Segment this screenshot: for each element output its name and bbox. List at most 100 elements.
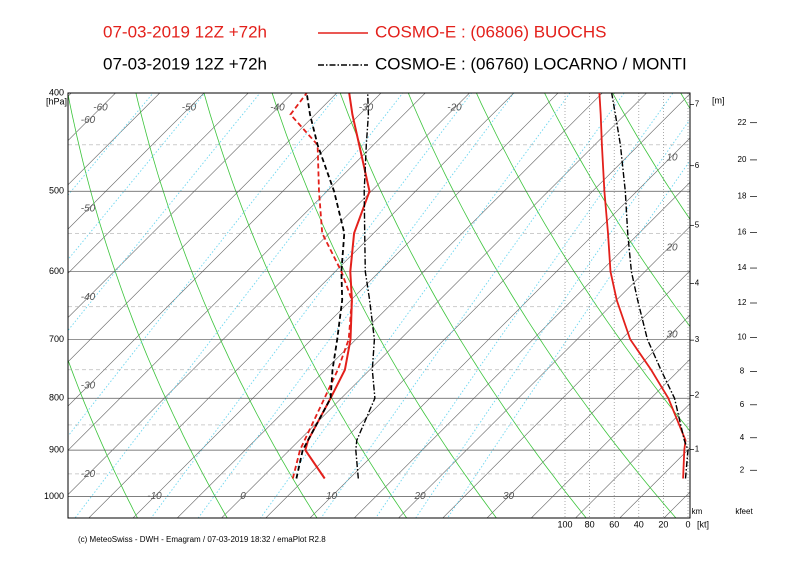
isotherm-label: -50 <box>81 204 96 215</box>
wind-speed-line <box>598 92 687 479</box>
isotherm-label: -40 <box>270 103 285 114</box>
km-label: km <box>692 507 703 516</box>
dry-adiabat <box>544 93 690 328</box>
mixing-ratio-line <box>74 93 404 518</box>
isotherm <box>68 93 470 495</box>
legend-label: COSMO-E : (06760) LOCARNO / MONTI <box>375 54 687 73</box>
isotherm <box>88 93 514 518</box>
isotherm <box>265 93 690 518</box>
mixing-ratio-line <box>260 93 571 518</box>
kfeet-tick-label: 8 <box>740 366 745 375</box>
isotherm <box>354 181 690 518</box>
km-tick-label: 2 <box>695 391 700 400</box>
mixing-ratio-line <box>150 93 473 518</box>
dry-adiabat <box>203 93 408 518</box>
isotherm-label: -30 <box>359 103 374 114</box>
kfeet-tick-label: 18 <box>738 192 747 201</box>
kfeet-tick-label: 22 <box>738 118 747 127</box>
kfeet-tick-label: 10 <box>738 333 747 342</box>
mixing-ratio-line <box>415 118 690 518</box>
mixing-ratio-line <box>375 93 674 518</box>
isotherm <box>531 358 690 518</box>
dry-adiabat <box>135 93 318 518</box>
wind-tick-label: 80 <box>585 519 595 529</box>
wind-unit: [kt] <box>697 519 709 529</box>
km-tick-label: 5 <box>695 220 700 229</box>
y-tick-label: 500 <box>49 186 64 196</box>
kfeet-tick-label: 2 <box>740 465 745 474</box>
footer: (c) MeteoSwiss - DWH - Emagram / 07-03-2… <box>78 535 326 544</box>
isotherm <box>68 93 382 407</box>
km-tick-label: 4 <box>695 279 700 288</box>
y-tick-label: 1000 <box>44 491 64 501</box>
isotherm-label: -60 <box>81 115 96 126</box>
isotherm-label: -20 <box>81 469 96 480</box>
kfeet-tick-label: 4 <box>740 433 745 442</box>
plot-frame <box>67 92 691 519</box>
kfeet-tick-label: 20 <box>738 155 747 164</box>
wind-tick-label: 0 <box>685 519 690 529</box>
km-tick-label: 3 <box>695 335 700 344</box>
dry-adiabat <box>271 93 497 518</box>
profiles <box>289 93 376 480</box>
isotherm-label: 10 <box>326 491 338 502</box>
y-tick-label: 900 <box>49 444 64 454</box>
dewpoint-line <box>289 93 353 479</box>
dry-adiabat <box>475 93 690 432</box>
wind-tick-label: 100 <box>557 519 572 529</box>
km-tick-label: 7 <box>695 100 700 109</box>
y-unit: [hPa] <box>46 96 67 106</box>
kfeet-tick-label: 14 <box>738 263 747 272</box>
mixing-ratio-line <box>446 159 690 518</box>
kfeet-label: kfeet <box>735 507 753 516</box>
dry-adiabat <box>68 358 138 518</box>
dry-adiabat <box>68 93 228 518</box>
isotherm <box>398 226 690 518</box>
isotherm-label: -30 <box>81 381 96 392</box>
y-tick-label: 400 <box>49 87 64 97</box>
km-tick-label: 1 <box>695 445 700 454</box>
wind-speed-line <box>611 92 689 479</box>
background-lines <box>68 93 690 518</box>
title-run: 07-03-2019 12Z +72h <box>103 22 267 41</box>
isotherm <box>68 93 249 274</box>
dry-adiabat <box>339 93 587 518</box>
kfeet-tick-label: 12 <box>738 298 747 307</box>
isotherm <box>221 93 647 518</box>
temperature-line <box>355 93 376 479</box>
isotherm <box>486 314 690 518</box>
isotherm <box>68 93 426 451</box>
isotherm-label: -50 <box>182 103 197 114</box>
isotherm-label: 0 <box>240 491 246 502</box>
title-run: 07-03-2019 12Z +72h <box>103 54 267 73</box>
isotherm <box>68 93 337 363</box>
legend-label: COSMO-E : (06806) BUOCHS <box>375 22 606 41</box>
adiabat-label: 10 <box>666 153 678 164</box>
y-tick-label: 600 <box>49 266 64 276</box>
isotherm-label: -40 <box>81 292 96 303</box>
isotherm <box>575 403 690 518</box>
kfeet-tick-label: 6 <box>740 400 745 409</box>
dewpoint-line <box>295 93 346 479</box>
dry-adiabat <box>407 93 677 518</box>
isotherm <box>177 93 603 518</box>
isotherm <box>68 93 293 318</box>
dry-adiabat <box>612 93 690 220</box>
wind-tick-label: 20 <box>658 519 668 529</box>
isotherm <box>442 270 690 518</box>
isotherm-label: 30 <box>503 491 515 502</box>
m-unit: [m] <box>712 95 725 105</box>
adiabat-label: 30 <box>666 330 678 341</box>
kfeet-tick-label: 16 <box>738 228 747 237</box>
wind-tick-label: 60 <box>609 519 619 529</box>
mixing-ratio-line <box>320 93 625 518</box>
y-tick-label: 700 <box>49 334 64 344</box>
km-tick-label: 6 <box>695 161 700 170</box>
mixing-ratio-line <box>197 93 515 518</box>
mixing-ratio-line <box>68 93 261 332</box>
isotherm <box>132 93 559 518</box>
isotherm <box>68 93 160 186</box>
wind-tick-label: 40 <box>634 519 644 529</box>
